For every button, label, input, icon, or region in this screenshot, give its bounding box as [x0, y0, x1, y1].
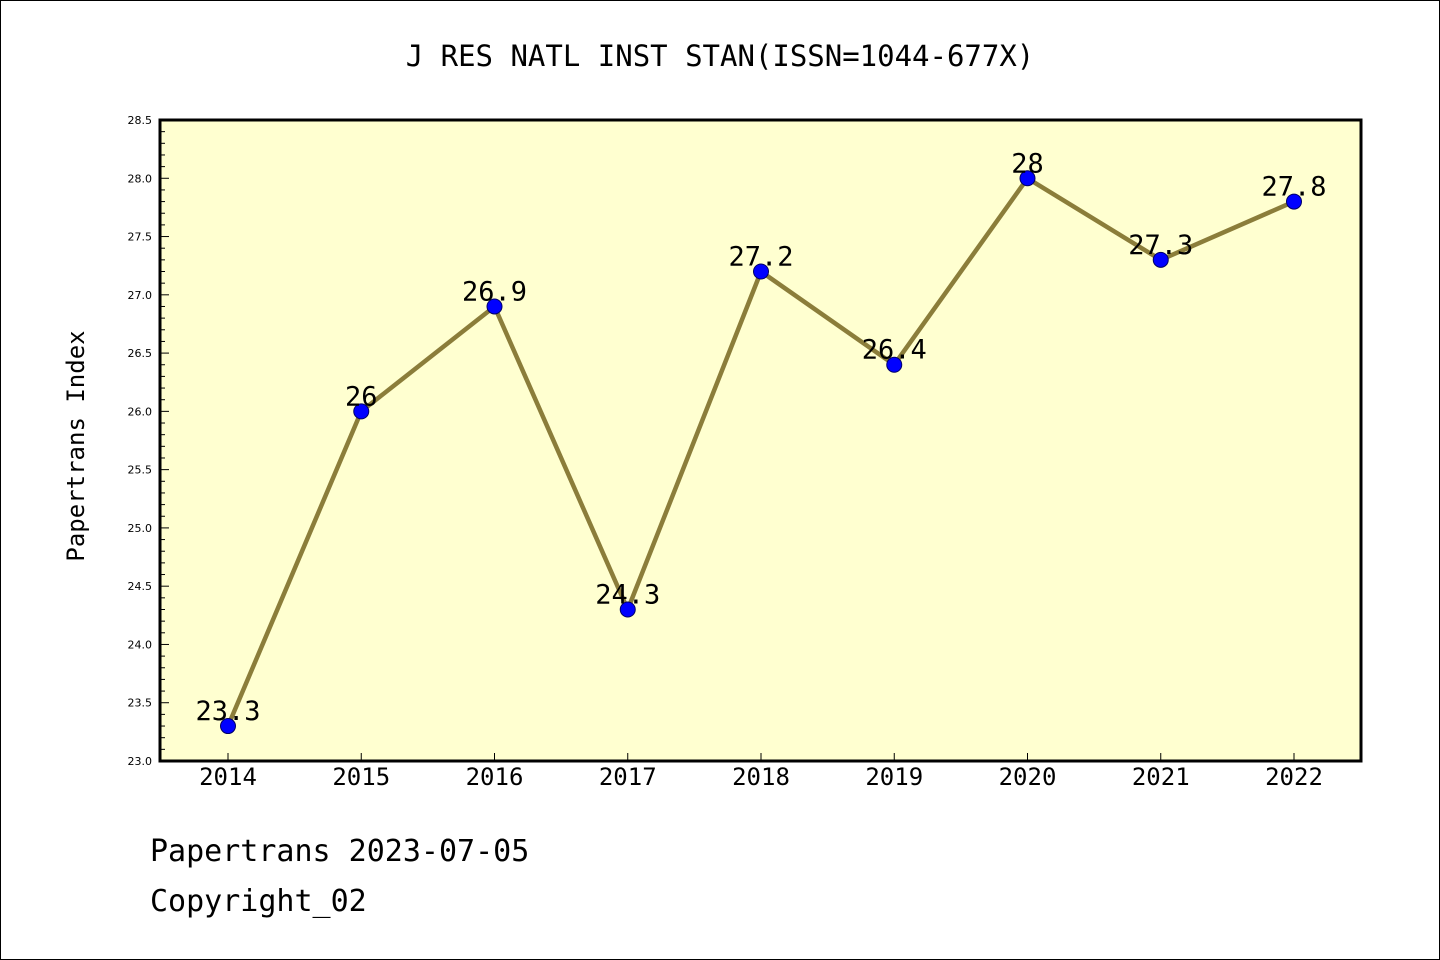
x-tick-label: 2020: [999, 763, 1057, 791]
data-label: 26: [345, 381, 378, 412]
data-label: 27.8: [1261, 172, 1326, 203]
data-label: 27.3: [1128, 230, 1193, 261]
data-point: [1019, 170, 1036, 187]
y-tick-label: 26.0: [128, 405, 153, 418]
y-tick-label: 28.0: [128, 172, 153, 185]
y-tick-label: 23.0: [128, 755, 153, 768]
y-tick-label: 23.5: [128, 697, 153, 710]
y-tick-label: 27.0: [128, 289, 153, 302]
footer-copyright: Copyright_02: [150, 884, 367, 919]
x-tick-label: 2022: [1265, 763, 1323, 791]
data-point: [1286, 193, 1302, 210]
data-point: [486, 298, 503, 315]
y-tick-label: 26.5: [128, 347, 153, 360]
x-tick-label: 2016: [466, 763, 524, 791]
y-axis-label: Papertrans Index: [62, 330, 90, 561]
data-point: [1152, 251, 1169, 268]
data-label: 28: [1011, 148, 1044, 179]
data-point: [886, 356, 903, 373]
series-group: 23.3 26 26.9 24.3 27.2 26.4 28 27.3 27.8: [195, 148, 1327, 735]
x-tick-label: 2017: [599, 763, 657, 791]
data-point: [619, 601, 636, 618]
data-label: 23.3: [195, 696, 260, 727]
x-tick-label: 2019: [865, 763, 923, 791]
y-tick-label: 25.5: [128, 464, 153, 477]
y-tick-label: 27.5: [128, 231, 153, 244]
footer-date-line: Papertrans 2023-07-05: [150, 834, 530, 869]
data-point: [353, 403, 370, 420]
chart-title: J RES NATL INST STAN(ISSN=1044-677X): [406, 39, 1035, 73]
plot-area: [158, 118, 1363, 763]
x-tick-label: 2018: [732, 763, 790, 791]
data-point: [220, 718, 236, 735]
data-label: 27.2: [728, 242, 793, 273]
data-label: 24.3: [595, 579, 660, 610]
data-label: 26.4: [862, 335, 927, 366]
y-axis: 23.0 23.5 24.0 24.5 25.0 25.5 26.0 26.5 27.0 27.5…: [128, 114, 169, 768]
x-axis: 2014 2015 2016 2017 2018 2019 2020 2021 2022: [199, 753, 1323, 791]
x-tick-label: 2021: [1132, 763, 1190, 791]
y-tick-label: 24.5: [128, 580, 153, 593]
x-tick-label: 2015: [332, 763, 390, 791]
data-point: [753, 263, 769, 280]
y-tick-label: 24.0: [128, 638, 153, 651]
y-tick-label: 25.0: [128, 522, 153, 535]
x-tick-label: 2014: [199, 763, 257, 791]
y-tick-label: 28.5: [128, 114, 153, 127]
data-label: 26.9: [462, 276, 527, 307]
